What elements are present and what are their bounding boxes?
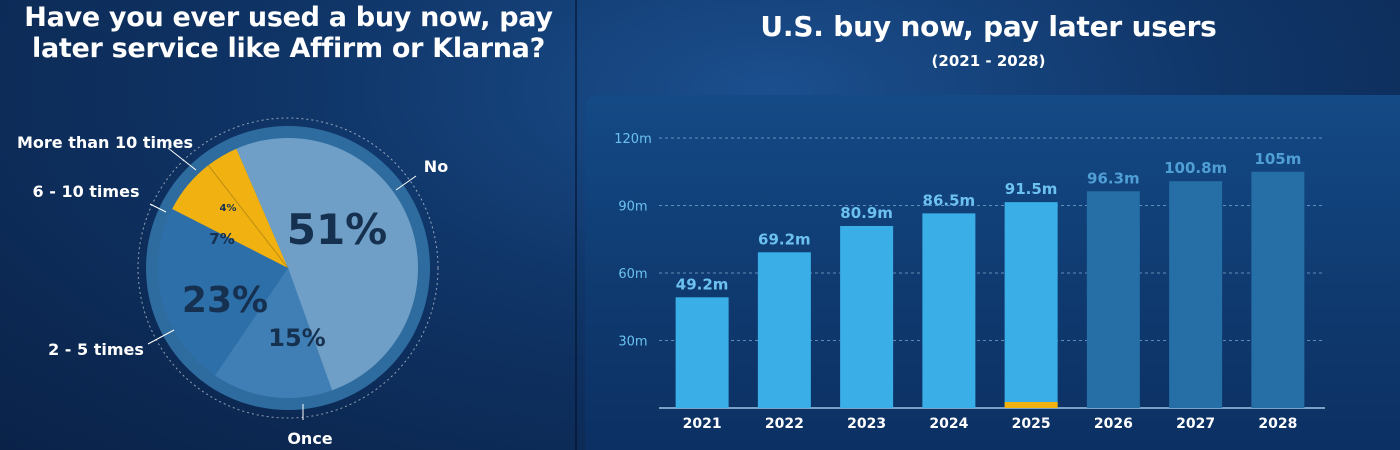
x-tick-label-2024: 2024: [929, 416, 968, 432]
bar-value-label-2022: 69.2m: [758, 230, 811, 248]
y-tick-label-120: 120m: [614, 132, 651, 147]
pie-category-label-no: No: [424, 157, 448, 176]
pie-pct-label-once: 15%: [268, 324, 325, 352]
bar-panel: U.S. buy now, pay later users (2021 - 20…: [577, 0, 1400, 450]
bar-2026: [1086, 191, 1140, 408]
x-tick-label-2025: 2025: [1012, 416, 1051, 432]
x-tick-label-2028: 2028: [1258, 416, 1297, 432]
pie-leader-line-6-10-times: [149, 203, 167, 213]
pie-chart-title: Have you ever used a buy now, pay later …: [6, 2, 571, 64]
bar-2025: [1004, 202, 1058, 408]
bar-2027: [1169, 181, 1223, 408]
x-tick-label-2021: 2021: [683, 416, 722, 432]
pie-slice-2-5-times: [158, 208, 288, 376]
bar-chart-title: U.S. buy now, pay later users: [760, 10, 1217, 43]
pie-category-label-6-10-times: 6 - 10 times: [33, 182, 140, 201]
y-tick-label-30: 30m: [618, 335, 647, 350]
bar-value-label-2027: 100.8m: [1164, 159, 1227, 177]
x-tick-label-2023: 2023: [847, 416, 886, 432]
pie-chart: 51% 15%23% 7% 4% No Once 2 - 5 times 6 - 10 tim…: [17, 117, 448, 448]
bar-chart-subtitle: (2021 - 2028): [931, 52, 1046, 70]
pie-category-label-once: Once: [287, 429, 332, 448]
pie-category-label-2-5-times: 2 - 5 times: [48, 340, 144, 359]
pie-dotted-border: [137, 117, 439, 419]
bar-value-label-2026: 96.3m: [1087, 169, 1140, 187]
panel-divider: [575, 0, 577, 450]
bar-2022: [757, 252, 811, 408]
pie-slice-6-10-times: [172, 165, 288, 268]
bar-value-label-2021: 49.2m: [676, 275, 729, 293]
pie-slice-no: [236, 137, 419, 391]
y-tick-label-60: 60m: [618, 267, 647, 282]
pie-title-line-2: later service like Affirm or Klarna?: [32, 33, 545, 64]
pie-category-label-more-than-10-times: More than 10 times: [17, 133, 193, 152]
pie-pct-label-6-10-times: 7%: [209, 230, 234, 248]
bar-value-label-2025: 91.5m: [1005, 180, 1058, 198]
bar-value-label-2023: 80.9m: [840, 204, 893, 222]
x-tick-label-2026: 2026: [1094, 416, 1133, 432]
pie-slice-once: [214, 268, 333, 398]
pie-pct-label-2-5-times: 23%: [182, 280, 268, 321]
bar-2028: [1251, 171, 1305, 408]
pie-slice-more-than-10-times: [208, 148, 288, 268]
pie-leader-line-more-than-10-times: [167, 147, 197, 171]
y-tick-label-90: 90m: [618, 200, 647, 215]
bar-2024: [922, 213, 976, 408]
pie-pct-label-no: 51%: [287, 205, 388, 254]
bar-2021: [675, 297, 729, 408]
bar-2023: [840, 225, 894, 408]
pie-pct-label-more-than-10-times: 4%: [220, 203, 237, 214]
x-tick-label-2022: 2022: [765, 416, 804, 432]
pie-title-line-1: Have you ever used a buy now, pay: [24, 2, 553, 33]
bar-marker-2025: [1004, 402, 1058, 408]
pie-leader-line-2-5-times: [147, 329, 175, 345]
x-tick-label-2027: 2027: [1176, 416, 1215, 432]
bar-value-label-2024: 86.5m: [923, 191, 976, 209]
bar-value-label-2028: 105m: [1254, 150, 1301, 168]
pie-panel: Have you ever used a buy now, pay later …: [0, 0, 575, 450]
pie-slice-separator: [207, 164, 289, 269]
pie-leader-line-no: [395, 175, 417, 191]
bar-chart: 30m 60m 90m 120m 49.2m 2021 69.2m 2022 80.9m 2023…: [614, 132, 1325, 432]
